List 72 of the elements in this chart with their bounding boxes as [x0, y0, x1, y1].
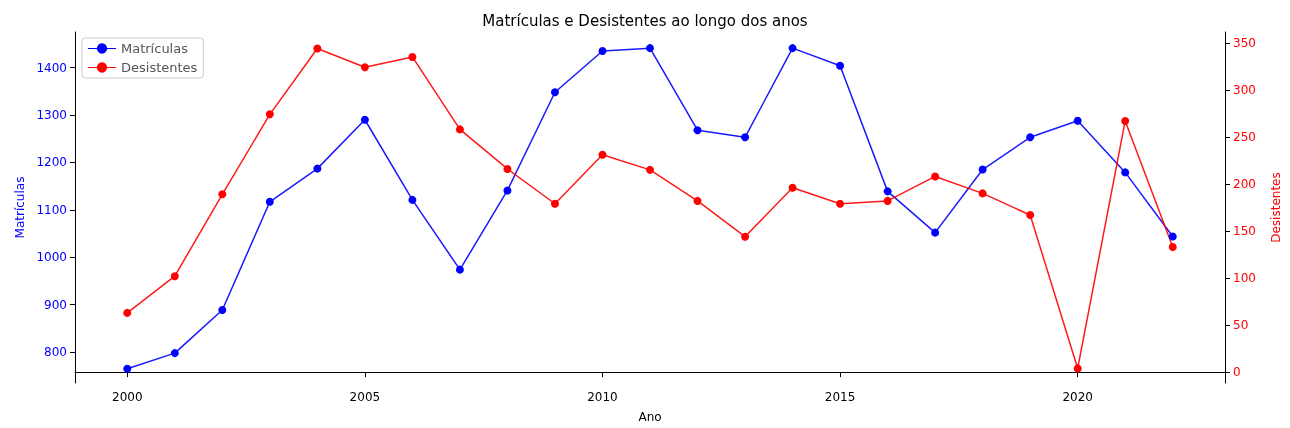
point: [646, 44, 654, 53]
y-tick-label: 1100: [36, 202, 67, 217]
point: [503, 164, 512, 173]
y2-tick-label: 0: [1233, 365, 1241, 380]
chart-title: Matrículas e Desistentes ao longo dos anos: [482, 11, 808, 30]
y-tick-label: 1300: [36, 108, 67, 123]
point: [836, 61, 845, 70]
y-tick-label: 1200: [36, 155, 67, 170]
x-tick-label: 2020: [1062, 390, 1093, 404]
y2-tick-label: 100: [1233, 271, 1256, 286]
point: [123, 364, 132, 373]
point: [1073, 364, 1082, 373]
point: [741, 133, 750, 142]
y-tick-label: 800: [44, 345, 67, 360]
point: [408, 52, 417, 61]
point: [170, 272, 179, 281]
legend-label: Matrículas: [121, 41, 189, 56]
point: [455, 125, 464, 134]
point: [931, 228, 940, 237]
y2-tick-label: 150: [1233, 224, 1256, 239]
y-tick-label: 1000: [36, 250, 67, 265]
point: [1026, 133, 1035, 142]
point: [218, 305, 227, 314]
point: [1168, 243, 1177, 252]
point: [1168, 232, 1177, 241]
point: [883, 187, 892, 196]
point: [1073, 116, 1082, 125]
point: [978, 189, 987, 198]
x-tick-label: 2010: [587, 390, 618, 404]
point: [265, 110, 274, 119]
y2-tick-label: 200: [1233, 176, 1256, 191]
point: [408, 195, 417, 204]
point: [455, 265, 464, 274]
point: [550, 88, 559, 97]
point: [1121, 168, 1130, 177]
point: [550, 199, 559, 208]
point: [741, 232, 750, 241]
y2-tick-label: 350: [1233, 35, 1256, 50]
point: [788, 44, 797, 53]
point: [598, 150, 607, 159]
point: [265, 197, 274, 206]
y-tick-label: 1400: [36, 60, 67, 75]
point: [360, 63, 369, 72]
point: [503, 186, 512, 195]
point: [978, 165, 987, 174]
point: [693, 196, 702, 205]
point: [1121, 116, 1130, 125]
point: [788, 183, 797, 192]
point: [123, 308, 132, 317]
point: [598, 46, 607, 55]
y-axis-title: Matrículas: [12, 176, 27, 239]
point: [313, 164, 322, 173]
point: [693, 126, 702, 135]
point: [836, 199, 845, 208]
point: [360, 115, 369, 124]
y2-tick-label: 50: [1233, 318, 1249, 333]
point: [313, 44, 322, 53]
y-tick-label: 900: [44, 297, 67, 312]
x-tick-label: 2000: [112, 390, 143, 404]
point: [883, 196, 892, 205]
y2-axis-title: Desistentes: [1269, 172, 1283, 243]
y2-tick-label: 250: [1233, 129, 1256, 144]
point: [1026, 211, 1035, 220]
x-axis-title: Ano: [638, 410, 662, 424]
y2-tick-label: 300: [1233, 82, 1256, 97]
point: [646, 165, 654, 174]
x-tick-label: 2005: [349, 390, 381, 404]
point: [218, 190, 227, 199]
point: [931, 172, 940, 181]
x-tick-label: 2015: [824, 390, 856, 404]
point: [170, 349, 179, 358]
legend-label: Desistentes: [121, 60, 198, 75]
